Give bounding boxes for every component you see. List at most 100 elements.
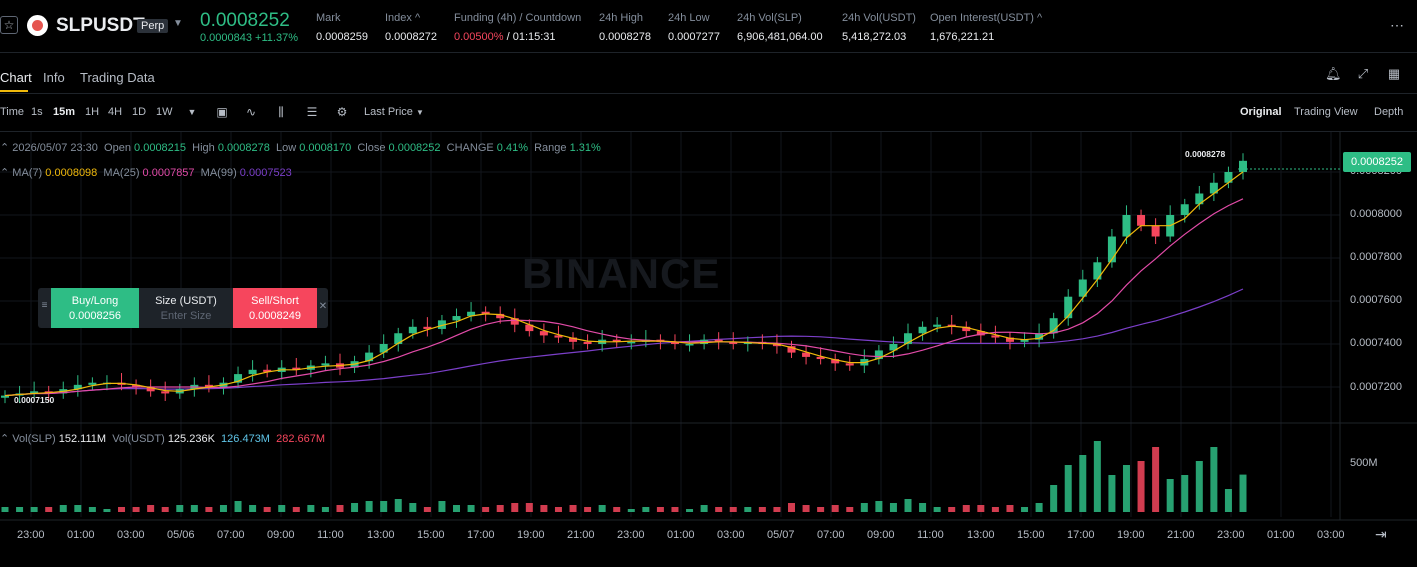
- time-tick: 21:00: [1167, 529, 1195, 541]
- open-interest-label[interactable]: Open Interest(USDT) ^: [930, 12, 1043, 24]
- volume-bar: [292, 507, 300, 512]
- size-label: Size (USDT): [155, 295, 217, 307]
- volume-bar: [889, 503, 897, 512]
- volume-bar: [423, 507, 431, 512]
- volume-bar: [627, 509, 635, 512]
- time-tick: 03:00: [1317, 529, 1345, 541]
- mark-label: Mark: [316, 12, 341, 24]
- high-24h-value: 0.0008278: [599, 31, 651, 43]
- time-tick: 15:00: [417, 529, 445, 541]
- candle-body: [1049, 318, 1058, 334]
- interval-15m[interactable]: 15m: [53, 106, 76, 118]
- view-depth[interactable]: Depth: [1374, 106, 1404, 118]
- candle-body: [1180, 204, 1189, 215]
- symbol-name[interactable]: SLPUSDT: [56, 15, 145, 36]
- candle-body: [1078, 279, 1087, 297]
- time-tick: 05/07: [767, 529, 795, 541]
- volume-bar: [758, 507, 766, 512]
- volume-bars: [1, 441, 1247, 512]
- candle-body: [437, 320, 446, 329]
- volume-legend: ⌃ Vol(SLP) 152.111M Vol(USDT) 125.236K 1…: [0, 433, 326, 445]
- time-tick: 23:00: [617, 529, 645, 541]
- size-input[interactable]: Size (USDT) Enter Size: [140, 288, 232, 328]
- bell-icon[interactable]: 🔔︎: [1325, 66, 1342, 81]
- volume-bar: [74, 505, 82, 512]
- volume-bar: [1195, 461, 1203, 512]
- candle-body: [161, 391, 170, 394]
- gear-icon[interactable]: ⚙: [336, 105, 348, 119]
- volume-bar: [1122, 465, 1130, 512]
- layout-grid-icon[interactable]: ▦: [1387, 66, 1401, 81]
- tab-info[interactable]: Info: [43, 70, 65, 85]
- volume-bar: [613, 507, 621, 512]
- vol-ma1-value: 126.473M: [221, 433, 270, 445]
- time-tick: 07:00: [217, 529, 245, 541]
- indicator-icon[interactable]: ∿: [245, 105, 257, 119]
- header-divider: [0, 52, 1417, 53]
- view-trading-view[interactable]: Trading View: [1294, 106, 1358, 118]
- ma99-label: MA(99): [200, 167, 237, 179]
- candle-body: [467, 311, 476, 317]
- volume-bar: [511, 503, 519, 512]
- volume-bar: [569, 505, 577, 512]
- volume-bar: [1166, 479, 1174, 512]
- tab-chart[interactable]: Chart: [0, 70, 32, 85]
- time-tick: 01:00: [67, 529, 95, 541]
- change-value: 0.41%: [496, 142, 528, 154]
- time-tick: 13:00: [367, 529, 395, 541]
- interval-time[interactable]: Time: [0, 106, 25, 118]
- time-tick: 15:00: [1017, 529, 1045, 541]
- settings-list-icon[interactable]: ☰: [306, 105, 318, 119]
- candle-body: [1122, 215, 1131, 237]
- time-tick: 01:00: [1267, 529, 1295, 541]
- funding-rate: 0.00500%: [454, 31, 504, 43]
- candle-body: [1224, 172, 1233, 183]
- buy-long-button[interactable]: Buy/Long 0.0008256: [51, 288, 139, 328]
- interval-1w[interactable]: 1W: [156, 106, 173, 118]
- more-icon[interactable]: ⋯: [1390, 17, 1404, 33]
- volume-bar: [45, 507, 53, 512]
- size-placeholder[interactable]: Enter Size: [160, 310, 212, 322]
- volume-bar: [1064, 465, 1072, 512]
- volume-bar: [176, 505, 184, 512]
- change-label: CHANGE: [446, 142, 494, 154]
- fullscreen-icon[interactable]: ⤢: [1357, 66, 1369, 81]
- volume-bar: [1108, 475, 1116, 512]
- tab-trading-data[interactable]: Trading Data: [80, 70, 155, 85]
- volume-bar: [948, 507, 956, 512]
- open-interest-value: 1,676,221.21: [930, 31, 995, 43]
- favorite-star-icon[interactable]: ☆: [0, 16, 18, 34]
- axis-reset-icon[interactable]: ⇥: [1375, 526, 1387, 542]
- toolbar-divider: [0, 131, 1417, 132]
- calendar-icon[interactable]: ▣: [216, 105, 228, 119]
- volume-bar: [773, 507, 781, 512]
- symbol-dropdown-icon[interactable]: ▼: [173, 18, 183, 29]
- price-tick-1: 0.0008000: [1350, 208, 1402, 220]
- chart-canvas[interactable]: [0, 132, 1417, 567]
- close-value: 0.0008252: [388, 142, 441, 154]
- low-label: Low: [275, 142, 297, 154]
- drag-handle-icon[interactable]: ≡: [41, 300, 48, 311]
- interval-dropdown-icon[interactable]: ▼: [187, 107, 197, 117]
- index-label[interactable]: Index ^: [385, 12, 421, 24]
- close-icon[interactable]: ✕: [318, 301, 328, 312]
- interval-1d[interactable]: 1D: [132, 106, 147, 118]
- volume-bar: [584, 507, 592, 512]
- interval-1s[interactable]: 1s: [31, 106, 43, 118]
- candle-body: [874, 350, 883, 360]
- candle-body: [88, 382, 97, 385]
- sell-short-button[interactable]: Sell/Short 0.0008249: [233, 288, 317, 328]
- volume-bar: [147, 505, 155, 512]
- volume-bar: [132, 507, 140, 512]
- time-tick: 19:00: [1117, 529, 1145, 541]
- interval-1h[interactable]: 1H: [85, 106, 100, 118]
- volume-bar: [1021, 507, 1029, 512]
- price-type-select[interactable]: Last Price ▼: [364, 106, 424, 118]
- price-tick-5: 0.0007200: [1350, 381, 1402, 393]
- index-value: 0.0008272: [385, 31, 437, 43]
- ma25-label: MA(25): [103, 167, 140, 179]
- candle-type-icon[interactable]: ⫼: [278, 105, 284, 119]
- volume-bar: [598, 505, 606, 512]
- view-original[interactable]: Original: [1240, 106, 1282, 118]
- interval-4h[interactable]: 4H: [108, 106, 123, 118]
